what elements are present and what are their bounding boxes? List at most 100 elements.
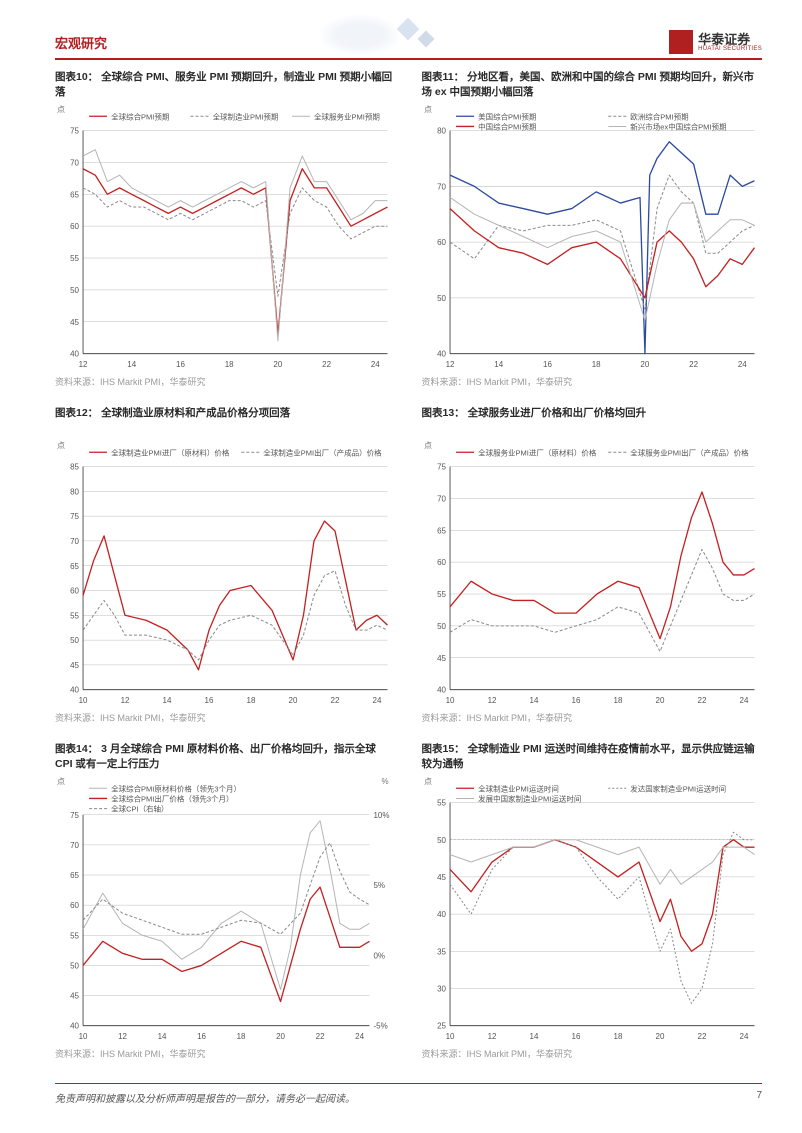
- svg-text:50: 50: [70, 961, 79, 970]
- svg-text:点: 点: [424, 441, 432, 450]
- svg-text:75: 75: [437, 463, 446, 472]
- svg-text:全球服务业PMI出厂（产成品）价格: 全球服务业PMI出厂（产成品）价格: [630, 447, 749, 457]
- svg-text:50: 50: [70, 286, 79, 295]
- svg-text:12: 12: [487, 696, 496, 705]
- svg-text:55: 55: [70, 931, 79, 940]
- svg-text:全球服务业PMI进厂（原材料）价格: 全球服务业PMI进厂（原材料）价格: [478, 447, 597, 457]
- page: 宏观研究 华泰证券 HUATAI SECURITIES 图表10： 全球综合 P…: [0, 0, 802, 1133]
- svg-text:点: 点: [424, 777, 432, 786]
- svg-text:24: 24: [355, 1032, 364, 1041]
- svg-text:55: 55: [70, 611, 79, 620]
- svg-text:20: 20: [655, 1032, 664, 1041]
- svg-text:20: 20: [276, 1032, 285, 1041]
- chart-c12: 图表12： 全球制造业原材料和产成品价格分项回落点404550556065707…: [55, 406, 396, 724]
- chart-area: 点%4045505560657075-5%0%5%10%101214161820…: [55, 774, 396, 1044]
- chart-c15: 图表15： 全球制造业 PMI 运送时间维持在疫情前水平，显示供应链运输较为通畅…: [422, 742, 763, 1060]
- svg-text:全球制造业PMI进厂（原材料）价格: 全球制造业PMI进厂（原材料）价格: [111, 447, 230, 457]
- chart-c13: 图表13： 全球服务业进厂价格和出厂价格均回升点4045505560657075…: [422, 406, 763, 724]
- svg-text:30: 30: [437, 984, 446, 993]
- svg-text:全球服务业PMI预期: 全球服务业PMI预期: [314, 111, 380, 121]
- section-title: 宏观研究: [55, 33, 107, 52]
- svg-text:10: 10: [79, 696, 88, 705]
- svg-text:40: 40: [70, 350, 79, 359]
- header-decorative-bg: [270, 15, 470, 55]
- chart-source: 资料来源：IHS Markit PMI，华泰研究: [55, 375, 396, 388]
- svg-text:5%: 5%: [373, 881, 385, 890]
- svg-text:45: 45: [437, 873, 446, 882]
- chart-title: 图表11： 分地区看，美国、欧洲和中国的综合 PMI 预期均回升，新兴市场 ex…: [422, 70, 763, 100]
- svg-text:80: 80: [437, 127, 446, 136]
- brand-logo: 华泰证券 HUATAI SECURITIES: [669, 30, 762, 54]
- svg-text:70: 70: [70, 841, 79, 850]
- svg-text:20: 20: [655, 696, 664, 705]
- svg-text:16: 16: [571, 696, 580, 705]
- chart-source: 资料来源：IHS Markit PMI，华泰研究: [422, 1047, 763, 1060]
- svg-text:20: 20: [273, 360, 282, 369]
- svg-text:45: 45: [70, 992, 79, 1001]
- svg-text:14: 14: [163, 696, 172, 705]
- svg-text:24: 24: [739, 696, 748, 705]
- svg-text:24: 24: [737, 360, 746, 369]
- svg-text:10: 10: [445, 1032, 454, 1041]
- chart-area: 点253035404550551012141618202224全球制造业PMI运…: [422, 774, 763, 1044]
- svg-text:-5%: -5%: [373, 1022, 387, 1031]
- svg-text:10%: 10%: [373, 811, 389, 820]
- logo-icon: [669, 30, 693, 54]
- svg-text:全球制造业PMI预期: 全球制造业PMI预期: [213, 111, 279, 121]
- svg-text:全球综合PMI预期: 全球综合PMI预期: [111, 111, 170, 121]
- svg-text:80: 80: [70, 487, 79, 496]
- svg-text:16: 16: [176, 360, 185, 369]
- svg-text:18: 18: [591, 360, 600, 369]
- svg-text:16: 16: [205, 696, 214, 705]
- svg-text:60: 60: [70, 586, 79, 595]
- svg-text:60: 60: [70, 222, 79, 231]
- svg-text:全球综合PMI原材料价格（领先3个月）: 全球综合PMI原材料价格（领先3个月）: [111, 783, 241, 793]
- svg-text:24: 24: [739, 1032, 748, 1041]
- svg-text:发达国家制造业PMI运送时间: 发达国家制造业PMI运送时间: [630, 783, 726, 793]
- svg-text:75: 75: [70, 811, 79, 820]
- svg-text:欧洲综合PMI预期: 欧洲综合PMI预期: [630, 111, 689, 121]
- svg-text:22: 22: [322, 360, 331, 369]
- svg-text:18: 18: [613, 696, 622, 705]
- svg-text:40: 40: [437, 686, 446, 695]
- chart-title: 图表15： 全球制造业 PMI 运送时间维持在疫情前水平，显示供应链运输较为通畅: [422, 742, 763, 772]
- svg-text:12: 12: [79, 360, 88, 369]
- svg-text:全球综合PMI出厂价格（领先3个月）: 全球综合PMI出厂价格（领先3个月）: [111, 793, 233, 803]
- svg-text:22: 22: [316, 1032, 325, 1041]
- svg-text:发展中国家制造业PMI运送时间: 发展中国家制造业PMI运送时间: [478, 793, 581, 803]
- svg-text:0%: 0%: [373, 951, 385, 960]
- svg-text:75: 75: [70, 512, 79, 521]
- svg-text:65: 65: [437, 526, 446, 535]
- svg-text:14: 14: [127, 360, 136, 369]
- svg-text:点: 点: [57, 777, 65, 786]
- svg-text:20: 20: [289, 696, 298, 705]
- svg-text:点: 点: [57, 105, 65, 114]
- svg-text:14: 14: [158, 1032, 167, 1041]
- svg-text:%: %: [381, 777, 388, 786]
- svg-text:22: 22: [697, 1032, 706, 1041]
- disclaimer: 免责声明和披露以及分析师声明是报告的一部分，请务必一起阅读。: [55, 1090, 355, 1105]
- chart-c11: 图表11： 分地区看，美国、欧洲和中国的综合 PMI 预期均回升，新兴市场 ex…: [422, 70, 763, 388]
- svg-text:18: 18: [225, 360, 234, 369]
- svg-text:40: 40: [437, 350, 446, 359]
- svg-text:12: 12: [487, 1032, 496, 1041]
- svg-text:60: 60: [437, 558, 446, 567]
- svg-text:40: 40: [70, 1022, 79, 1031]
- svg-text:70: 70: [437, 494, 446, 503]
- svg-text:10: 10: [79, 1032, 88, 1041]
- svg-text:70: 70: [437, 182, 446, 191]
- svg-text:16: 16: [571, 1032, 580, 1041]
- svg-text:50: 50: [70, 636, 79, 645]
- logo-text: 华泰证券 HUATAI SECURITIES: [698, 33, 762, 52]
- chart-area: 点405060708012141618202224美国综合PMI预期欧洲综合PM…: [422, 102, 763, 372]
- svg-text:18: 18: [237, 1032, 246, 1041]
- chart-title: 图表14： 3 月全球综合 PMI 原材料价格、出厂价格均回升，指示全球 CPI…: [55, 742, 396, 772]
- svg-text:点: 点: [57, 441, 65, 450]
- svg-text:16: 16: [543, 360, 552, 369]
- svg-text:55: 55: [70, 254, 79, 263]
- svg-text:50: 50: [437, 836, 446, 845]
- svg-text:60: 60: [70, 901, 79, 910]
- svg-text:14: 14: [494, 360, 503, 369]
- svg-text:20: 20: [640, 360, 649, 369]
- svg-text:14: 14: [529, 696, 538, 705]
